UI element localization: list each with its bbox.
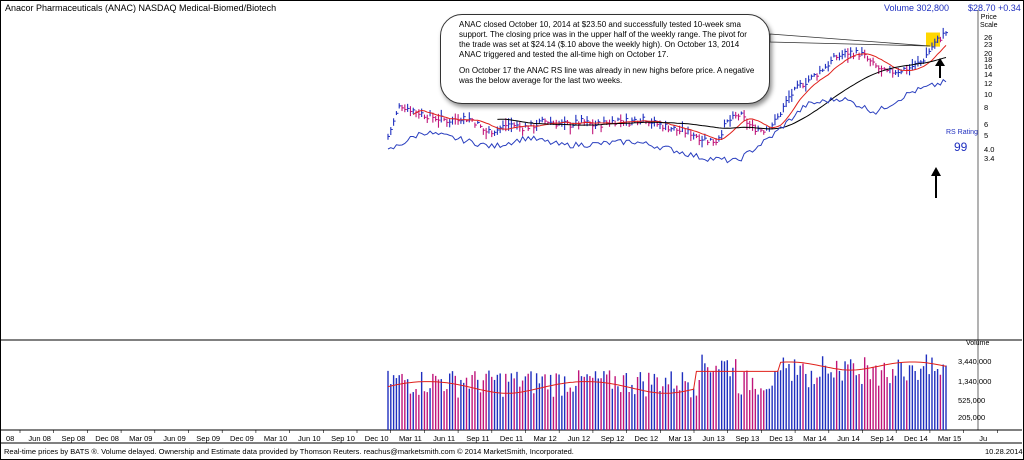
time-tick-label: Jun 08	[28, 434, 51, 443]
time-tick-label: Sep 08	[61, 434, 86, 443]
time-tick-label: Mar 09	[129, 434, 153, 443]
time-tick-label: Jun 11	[433, 434, 456, 443]
rs-rating-value: 99	[954, 140, 968, 154]
time-tick-label: Dec 12	[634, 434, 659, 443]
time-tick-label: Jun 09	[163, 434, 186, 443]
time-tick-label: Dec 10	[364, 434, 389, 443]
annotation-callout: ANAC closed October 10, 2014 at $23.50 a…	[440, 14, 770, 104]
callout-pointer	[769, 33, 931, 47]
price-tick-label: 18	[984, 54, 993, 64]
volume-tick-label: 525,000	[958, 396, 986, 405]
time-tick-label: Sep 09	[196, 434, 221, 443]
volume-tick-label: 3,440,000	[958, 357, 992, 366]
price-tick-label: 26	[984, 33, 993, 42]
callout-paragraph-2: On October 17 the ANAC RS line was alrea…	[459, 66, 755, 85]
stock-title: Anacor Pharmaceuticals (ANAC) NASDAQ Med…	[5, 3, 277, 13]
time-tick-label: Dec 08	[95, 434, 119, 443]
footer-disclaimer: Real-time prices by BATS ®. Volume delay…	[4, 447, 574, 456]
price-tick-label: 8	[984, 103, 989, 113]
time-tick-label: Jun 10	[298, 434, 321, 443]
price-tick-label: 10	[984, 90, 993, 100]
callout-paragraph-1: ANAC closed October 10, 2014 at $23.50 a…	[459, 20, 747, 59]
price-tick-label: 3.4	[984, 154, 995, 164]
time-tick-label: Mar 12	[533, 434, 557, 443]
time-tick-label: Dec 13	[769, 434, 793, 443]
price-tick-label: 20	[984, 48, 993, 58]
footer-date: 10.28.2014	[985, 447, 1023, 456]
price-tick-label: 6	[984, 120, 989, 130]
time-tick-label: Dec 11	[499, 434, 524, 443]
arrow-up-rs-head	[931, 167, 941, 176]
price-tick-label: 4.0	[984, 144, 995, 154]
volume-tick-label: 1,340,000	[958, 377, 992, 386]
rs-line	[387, 78, 947, 164]
volume-tick-label: 205,000	[958, 413, 986, 422]
arrow-up-price-head	[935, 58, 945, 66]
time-tick-label: Jun 14	[837, 434, 860, 443]
time-tick-label: Ju	[979, 434, 988, 443]
price-change-readout: $28.70 +0.34	[968, 3, 1021, 13]
time-tick-label: Dec 09	[230, 434, 254, 443]
price-tick-label: 14	[984, 69, 993, 79]
10-week-moving-average	[412, 45, 947, 140]
time-tick-label: Sep 14	[870, 434, 895, 443]
time-tick-label: 08	[6, 434, 15, 443]
volume-label: Volume	[966, 340, 990, 347]
volume-readout: Volume 302,800	[884, 3, 950, 13]
price-tick-label: 12	[984, 79, 993, 89]
rs-rating-label: RS Rating	[946, 129, 978, 136]
price-tick-label: 16	[984, 61, 993, 71]
time-tick-label: Mar 15	[937, 434, 962, 443]
price-tick-label: 23	[984, 40, 993, 50]
time-tick-label: Jun 12	[567, 434, 591, 443]
time-tick-label: Mar 13	[668, 434, 692, 443]
volume-moving-average	[387, 361, 947, 394]
time-tick-label: Mar 10	[263, 434, 288, 443]
time-tick-label: Sep 12	[600, 434, 625, 443]
price-scale-label: Price Scale	[980, 14, 998, 29]
time-tick-label: Jun 13	[702, 434, 725, 443]
time-tick-label: Sep 13	[735, 434, 760, 443]
pivot-highlight-box	[926, 32, 940, 47]
40-week-moving-average	[497, 57, 947, 130]
price-tick-label: 5	[984, 131, 989, 141]
time-tick-label: Sep 10	[331, 434, 355, 443]
time-tick-label: Mar 11	[398, 434, 422, 443]
time-tick-label: Dec 14	[904, 434, 928, 443]
time-tick-label: Sep 11	[466, 434, 490, 443]
time-tick-label: Mar 14	[803, 434, 827, 443]
